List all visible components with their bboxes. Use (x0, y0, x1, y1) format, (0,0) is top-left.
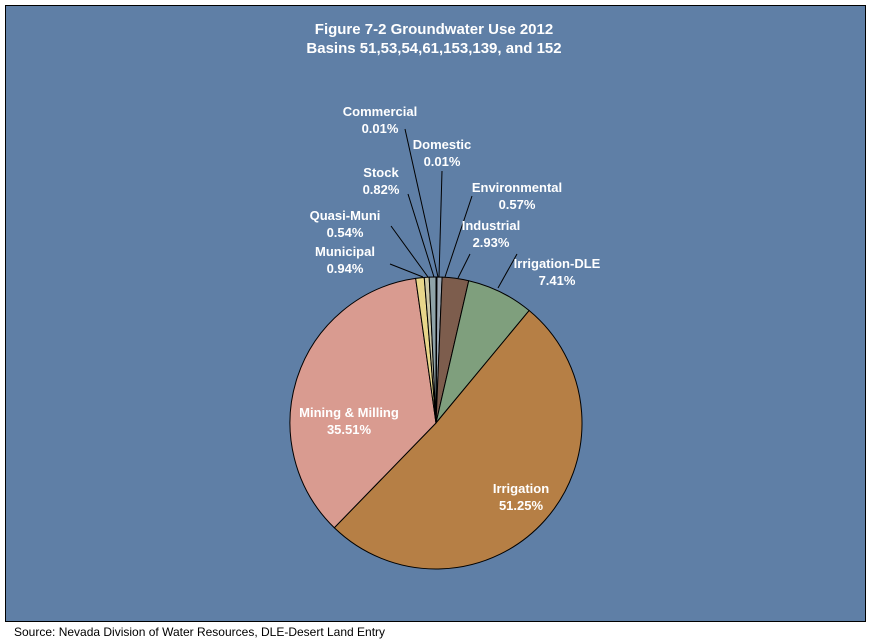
slice-label-irrigation: Irrigation (493, 481, 549, 496)
leader-line-quasi-muni (390, 225, 429, 278)
slice-value-irrigation-dle: 7.41% (539, 273, 576, 288)
leader-line-industrial (457, 253, 471, 279)
leader-line-commercial (404, 128, 439, 278)
pie-slice-commercial (435, 276, 438, 424)
chart-subtitle: Basins 51,53,54,61,153,139, and 152 (306, 40, 561, 57)
slice-labels: Domestic 0.01% Environmental 0.57% Industria… (299, 104, 600, 513)
slice-label-quasi-muni: Quasi-Muni (310, 208, 381, 223)
leader-line-municipal (389, 263, 424, 278)
slice-label-commercial: Commercial (343, 104, 417, 119)
pie-chart: Figure 7-2 Groundwater Use 2012 Basins 5… (6, 6, 865, 621)
slice-value-environmental: 0.57% (499, 197, 536, 212)
slice-value-irrigation: 51.25% (499, 498, 544, 513)
slice-value-domestic: 0.01% (424, 154, 461, 169)
leader-line-domestic (438, 170, 443, 278)
pie-slice-mining-milling (289, 277, 437, 529)
slice-label-municipal: Municipal (315, 244, 375, 259)
leader-line-irrigation-dle (497, 253, 518, 289)
slice-label-domestic: Domestic (413, 137, 472, 152)
slice-value-commercial: 0.01% (362, 121, 399, 136)
chart-title: Figure 7-2 Groundwater Use 2012 (315, 21, 553, 38)
pie-slices (289, 276, 583, 570)
slice-label-industrial: Industrial (462, 218, 521, 233)
slice-label-mining-milling: Mining & Milling (299, 405, 399, 420)
slice-label-irrigation-dle: Irrigation-DLE (514, 256, 601, 271)
source-note: Source: Nevada Division of Water Resourc… (14, 625, 386, 639)
slice-label-environmental: Environmental (472, 180, 562, 195)
leader-line-environmental (444, 195, 473, 278)
pie-slice-irrigation (333, 310, 583, 570)
slice-value-stock: 0.82% (363, 182, 400, 197)
slice-value-mining-milling: 35.51% (327, 422, 372, 437)
slice-value-quasi-muni: 0.54% (327, 225, 364, 240)
chart-frame: Figure 7-2 Groundwater Use 2012 Basins 5… (5, 5, 866, 622)
slice-value-municipal: 0.94% (327, 261, 364, 276)
leader-line-stock (407, 193, 435, 278)
slice-label-stock: Stock (363, 165, 399, 180)
slice-value-industrial: 2.93% (473, 235, 510, 250)
leader-lines (389, 128, 518, 289)
